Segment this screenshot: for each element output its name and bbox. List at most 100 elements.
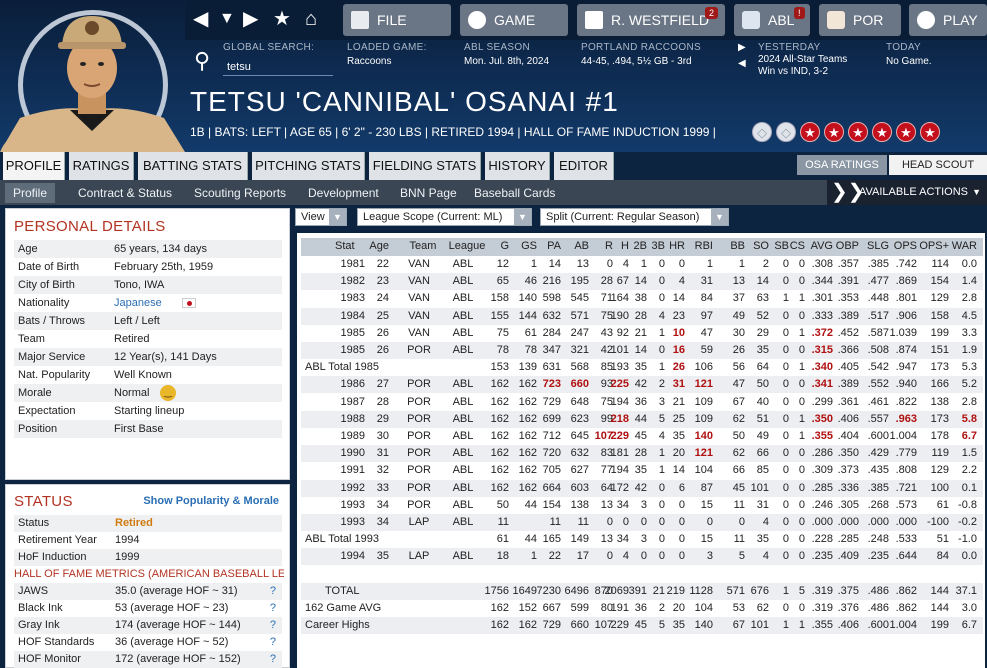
column-header[interactable]: HR [669,240,685,252]
play-button[interactable]: PLAY [909,4,987,36]
table-cell: .308 [811,258,833,270]
help-icon[interactable]: ? [269,585,276,597]
available-actions-button[interactable]: ❯❯ AVAILABLE ACTIONS ▼ [827,180,987,205]
file-button[interactable]: FILE [343,4,451,36]
subtab-development[interactable]: Development [308,186,379,200]
split-dropdown[interactable]: Split (Current: Regular Season) ▼ [540,208,729,226]
column-header[interactable]: League [448,240,486,252]
subtab-profile[interactable]: Profile [5,183,56,203]
help-icon[interactable]: ? [269,636,276,648]
table-cell: 20 [672,447,685,460]
column-header[interactable]: G [500,240,509,252]
tab-batting-stats[interactable]: BATTING STATS [138,152,248,180]
table-cell: 599 [570,602,589,614]
table-cell: .000 [895,516,917,528]
tab-editor[interactable]: EDITOR [554,152,614,180]
column-header[interactable]: CS [789,240,805,252]
column-header[interactable]: H [621,240,629,252]
show-popularity-morale-link[interactable]: Show Popularity & Morale [143,495,279,507]
table-cell: 162 [490,481,509,494]
table-cell: VAN [408,258,430,270]
table-cell: 153 [490,361,509,374]
table-cell: 0 [798,533,805,546]
league-scope-dropdown[interactable]: League Scope (Current: ML) ▼ [357,208,532,226]
tab-profile[interactable]: PROFILE [3,152,65,180]
status-panel: STATUS Show Popularity & Morale Status Re… [5,484,290,668]
table-cell: 162 [490,395,509,408]
back-arrow-icon[interactable]: ◀ [193,8,209,30]
help-icon[interactable]: ? [269,602,276,614]
column-header[interactable]: Stat [335,240,355,252]
table-cell: 0 [622,516,629,528]
column-header[interactable]: RBI [694,240,713,252]
table-cell: .742 [895,258,917,270]
column-header[interactable]: GS [521,240,537,252]
column-header[interactable]: Team [409,240,437,252]
table-cell: 93 [600,378,613,391]
team-button[interactable]: POR [819,4,901,36]
tab-ratings[interactable]: RATINGS [69,152,134,180]
manager-button[interactable]: R. WESTFIELD 2 [577,4,725,36]
table-cell: 194 [610,395,629,408]
column-header[interactable]: OPS [893,240,917,252]
prev-arrow-icon[interactable]: ◀ [738,58,746,69]
table-cell: 2 [658,378,665,391]
subtab-contract-status[interactable]: Contract & Status [78,186,173,200]
column-header[interactable]: AVG [810,240,833,252]
table-cell: 571 [570,309,589,322]
help-icon[interactable]: ? [269,653,276,665]
column-header[interactable]: OPS+ [919,240,949,252]
osa-ratings-toggle[interactable]: OSA RATINGS [797,155,887,175]
table-cell: 47 [700,326,713,339]
column-header[interactable]: SO [753,240,769,252]
table-cell: ABL [452,516,474,528]
column-header[interactable]: Age [369,240,389,252]
table-cell: 1 [798,292,805,305]
table-cell: 284 [542,326,561,339]
global-search-input[interactable] [223,58,333,76]
view-dropdown[interactable]: View ▼ [295,208,347,226]
game-button[interactable]: GAME [460,4,568,36]
column-header[interactable]: 2B [633,240,647,252]
status-title: STATUS [14,493,73,510]
table-cell: 347 [542,344,561,356]
subtab-baseball-cards[interactable]: Baseball Cards [474,186,556,200]
table-cell: .301 [811,292,833,305]
tab-fielding-stats[interactable]: FIELDING STATS [369,152,481,180]
table-cell: 6.7 [961,430,977,442]
tab-history[interactable]: HISTORY [485,152,550,180]
column-header[interactable]: SB [774,240,789,252]
column-header[interactable]: AB [574,240,589,252]
column-header[interactable]: SLG [866,240,889,252]
detail-row: Age 65 years, 134 days [14,240,282,258]
tab-pitching-stats[interactable]: PITCHING STATS [252,152,365,180]
column-header[interactable]: OBP [835,240,859,252]
detail-value: Normal [114,387,150,399]
table-cell: 35 [672,430,685,442]
league-button[interactable]: ABL! [734,4,810,36]
detail-key: Age [18,243,38,255]
subtab-scouting-reports[interactable]: Scouting Reports [194,186,287,200]
table-cell: 158 [490,292,509,305]
home-icon[interactable]: ⌂ [305,8,318,30]
table-cell: 0 [658,533,665,546]
column-header[interactable]: WAR [951,240,977,252]
forward-arrow-icon[interactable]: ▶ [243,8,259,30]
help-icon[interactable]: ? [269,619,276,631]
dropdown-arrow-icon[interactable]: ▼ [219,10,235,27]
star-icon[interactable]: ★ [273,8,291,30]
column-header[interactable]: 3B [651,240,665,252]
column-header[interactable]: PA [547,240,561,252]
table-cell: 0 [782,412,789,425]
subtab-bnn-page[interactable]: BNN Page [400,186,457,200]
column-header[interactable]: R [605,240,613,252]
table-cell: 0 [640,550,647,563]
table-cell: 37.1 [955,584,977,597]
next-arrow-icon[interactable]: ▶ [738,42,746,53]
table-cell: 35 [376,550,389,563]
head-scout-toggle[interactable]: HEAD SCOUT [889,155,987,175]
table-cell: 1 [782,619,789,632]
table-cell: .000 [867,516,889,528]
column-header[interactable]: BB [730,240,745,252]
metric-value: 53 (average HOF ~ 23) [115,602,229,614]
